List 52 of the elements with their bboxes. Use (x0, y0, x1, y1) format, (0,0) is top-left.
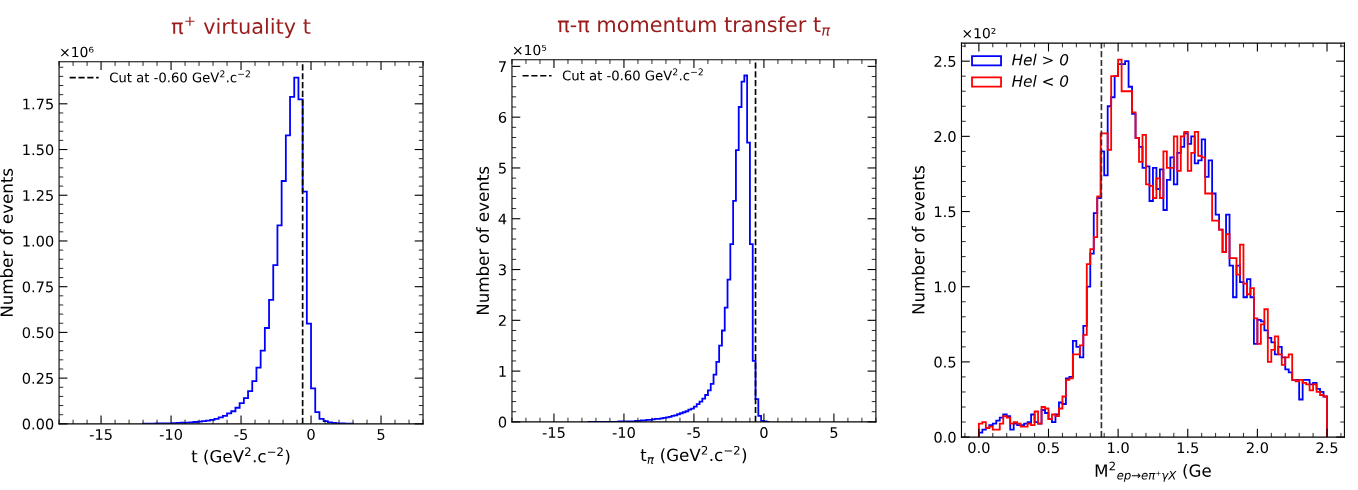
y-tick-label: 7 (499, 61, 506, 72)
x-tick-label: -5 (234, 429, 248, 440)
y-tick-label: 5 (498, 162, 506, 174)
y-tick-label: 0.50 (22, 327, 54, 339)
x-tick-label: -15 (89, 429, 112, 440)
x-axis-title: t (GeV$^{2}$.c$^{−2}$) (191, 447, 290, 465)
x-axis-title: t$_{π}$ (GeV$^{2}$.c$^{−2}$) (640, 445, 747, 464)
y-tick-label: 0 (498, 416, 507, 428)
y-tick-label: 1.5 (935, 206, 956, 218)
x-tick-label: 0 (760, 427, 768, 439)
x-tick-label: -10 (159, 428, 182, 440)
x-tick-label: 1.0 (1108, 442, 1129, 454)
text: ×10⁶ (60, 46, 94, 58)
ref-line-label: Cut at -0.60 GeV$^{2}$.c$^{−2}$ (109, 70, 250, 83)
y-axis-title: Number of events (911, 166, 925, 314)
y-tick-label: 1.25 (23, 189, 53, 201)
x-tick-label: -15 (542, 427, 565, 439)
y-tick-label: 1.50 (23, 144, 54, 156)
x-tick-label: 0.5 (1037, 442, 1059, 454)
y-tick-label: 1.00 (23, 235, 54, 247)
text: ×10² (963, 27, 996, 39)
text: ×10⁵ (513, 44, 547, 56)
y-tick-label: 1 (499, 366, 506, 377)
x-tick-label: 0.0 (968, 442, 990, 454)
y-tick-label: 0.00 (22, 418, 54, 430)
x-tick-label: 0 (307, 428, 315, 440)
y-tick-label: 0.75 (22, 281, 53, 293)
legend-label: Hel > 0 (1012, 53, 1069, 66)
chart-title: π$^{+}$ virtuality t (171, 16, 311, 39)
y-tick-label: 6 (498, 111, 507, 123)
ref-line-label: Cut at -0.60 GeV$^{2}$.c$^{−2}$ (562, 68, 703, 81)
x-tick-label: -5 (687, 427, 700, 439)
x-tick-label: 5 (830, 427, 838, 439)
x-tick-label: 2.0 (1246, 442, 1269, 454)
y-tick-label: 2.0 (934, 131, 956, 143)
x-tick-label: -10 (612, 427, 635, 439)
y-axis-title: Number of events (0, 168, 13, 317)
x-axis-title: M$^{2}$$_{ep→eπ⁺γX}$ (Ge (1095, 461, 1211, 482)
y-tick-label: 4 (498, 213, 507, 225)
y-tick-label: 3 (498, 264, 506, 276)
x-tick-label: 5 (377, 429, 385, 440)
x-tick-label: 1.5 (1177, 442, 1199, 454)
legend-label: Hel < 0 (1012, 75, 1069, 87)
chart-title: π-π momentum transfer t$_{π}$ (557, 16, 831, 36)
y-tick-label: 0.25 (22, 372, 53, 384)
x-tick-label: 2.5 (1316, 442, 1338, 454)
y-tick-label: 2 (498, 315, 506, 326)
y-tick-label: 1.0 (935, 281, 956, 293)
y-tick-label: 1.75 (23, 98, 53, 110)
y-tick-label: 0.5 (934, 356, 956, 368)
y-axis-title: Number of events (476, 166, 490, 315)
y-tick-label: 2.5 (934, 55, 956, 67)
